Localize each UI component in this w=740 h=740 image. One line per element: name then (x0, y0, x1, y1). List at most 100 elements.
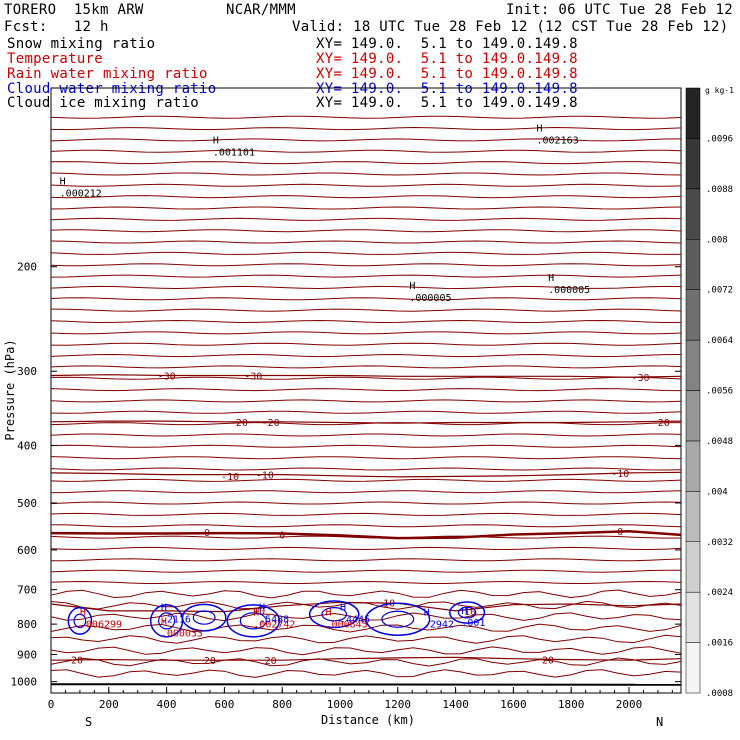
background-contour (50, 388, 682, 392)
colorbar-swatch (685, 289, 701, 341)
colorbar-swatch (685, 188, 701, 240)
colorbar-unit: g kg-1 (705, 86, 734, 95)
ice-maxima: H.000212H.001101H.002163H.000005H.000005… (60, 123, 591, 639)
maximum-h-marker: H (548, 273, 554, 284)
colorbar-swatch (685, 491, 701, 543)
colorbar-label: .0024 (706, 588, 733, 598)
colorbar-label: .0056 (706, 387, 733, 397)
maximum-value-label: .2116 (161, 614, 191, 625)
background-contour (50, 410, 682, 414)
maximum-value-label: .000845 (326, 619, 368, 630)
background-contour (50, 634, 682, 644)
background-contour (50, 580, 682, 584)
background-contour (50, 669, 682, 678)
x-tick-label: 1800 (558, 698, 585, 711)
background-contour (50, 623, 682, 633)
temperature-label: -30 (244, 372, 262, 383)
colorbar-swatch (685, 138, 701, 190)
maximum-h-marker: H (326, 607, 332, 618)
temperature-label: -20 (262, 418, 280, 429)
maximum-h-marker: H (424, 607, 430, 618)
temperature-label: -30 (632, 373, 650, 384)
field-cloud-water-xy: XY= 149.0. 5.1 to 149.0.149.8 (316, 81, 578, 97)
maximum-value-label: .001 (461, 618, 485, 629)
colorbar-label: .0072 (706, 286, 733, 296)
field-snow-xy: XY= 149.0. 5.1 to 149.0.149.8 (316, 36, 578, 52)
background-contour (50, 353, 682, 358)
field-rain: Rain water mixing ratio (7, 66, 208, 82)
maximum-value-label: .002742 (253, 619, 295, 630)
cloud-water-contour (365, 602, 431, 636)
colorbar-label: .0008 (706, 689, 733, 699)
background-contour (50, 115, 682, 119)
background-contour (50, 138, 682, 142)
colorbar-label: .008 (706, 235, 728, 245)
background-contour (50, 342, 682, 346)
temperature-label: 10 (253, 607, 265, 618)
cloud-water-contour (226, 604, 281, 638)
background-contour (50, 274, 682, 278)
background-contour (50, 217, 682, 221)
field-temperature-xy: XY= 149.0. 5.1 to 149.0.149.8 (316, 51, 578, 67)
temperature-label: 10 (464, 607, 476, 618)
background-contour (50, 524, 682, 528)
background-contour (50, 558, 682, 562)
background-contour (50, 263, 682, 267)
temperature-label: -10 (221, 472, 239, 483)
background-contour (50, 240, 682, 244)
background-contour (50, 149, 682, 153)
maximum-h-marker: H (213, 136, 219, 147)
temperature-label: 0 (204, 528, 210, 539)
colorbar-swatch (685, 541, 701, 593)
temperature-label: -20 (230, 418, 248, 429)
temperature-contour (50, 601, 682, 613)
maximum-value-label: .006299 (80, 619, 122, 630)
x-axis-label: Distance (km) (321, 713, 415, 727)
colorbar-label: .0048 (706, 437, 733, 447)
colorbar-label: .0088 (706, 185, 733, 195)
background-contour (50, 206, 682, 210)
center-title: NCAR/MMM (226, 2, 296, 18)
colorbar-swatch (685, 440, 701, 492)
temperature-label: -10 (256, 471, 274, 482)
maximum-h-marker: H (253, 607, 259, 618)
background-contour (50, 546, 682, 551)
temperature-label: -30 (158, 372, 176, 383)
south-label: S (85, 715, 92, 729)
maximum-h-marker: H (461, 606, 467, 617)
cloud-water-contour (181, 603, 227, 632)
maximum-h-marker: H (259, 602, 265, 613)
surface-line (50, 683, 682, 686)
x-tick-label: 400 (157, 698, 177, 711)
y-tick-label: 1000 (11, 676, 38, 689)
maximum-value-label: .000005 (409, 293, 451, 304)
x-tick-label: 0 (48, 698, 55, 711)
temperature-label: -20 (652, 418, 670, 429)
background-contour (50, 399, 682, 403)
field-temperature: Temperature (7, 51, 104, 67)
background-contour (50, 172, 682, 176)
x-tick-label: 1600 (500, 698, 527, 711)
colorbar-label: .0032 (706, 538, 733, 548)
maximum-value-label: .001101 (213, 148, 255, 159)
colorbar-label: .0016 (706, 639, 733, 649)
background-contour (50, 376, 682, 380)
background-contour (50, 456, 682, 460)
background-contour (50, 195, 682, 199)
background-contour (50, 569, 681, 573)
cloud-water-contour (381, 610, 415, 628)
x-tick-label: 1000 (327, 698, 354, 711)
north-label: N (656, 715, 663, 729)
colorbar-label: .004 (706, 487, 728, 497)
colorbar-swatch (685, 591, 701, 643)
field-cloud-ice: Cloud ice mixing ratio (7, 95, 200, 111)
cloud-water-contour (192, 610, 216, 625)
field-snow: Snow mixing ratio (7, 36, 156, 52)
background-contour (50, 183, 682, 187)
background-contour (50, 161, 682, 165)
temperature-contour (50, 656, 682, 661)
background-contour (50, 285, 682, 290)
field-cloud-water: Cloud water mixing ratio (7, 81, 217, 97)
